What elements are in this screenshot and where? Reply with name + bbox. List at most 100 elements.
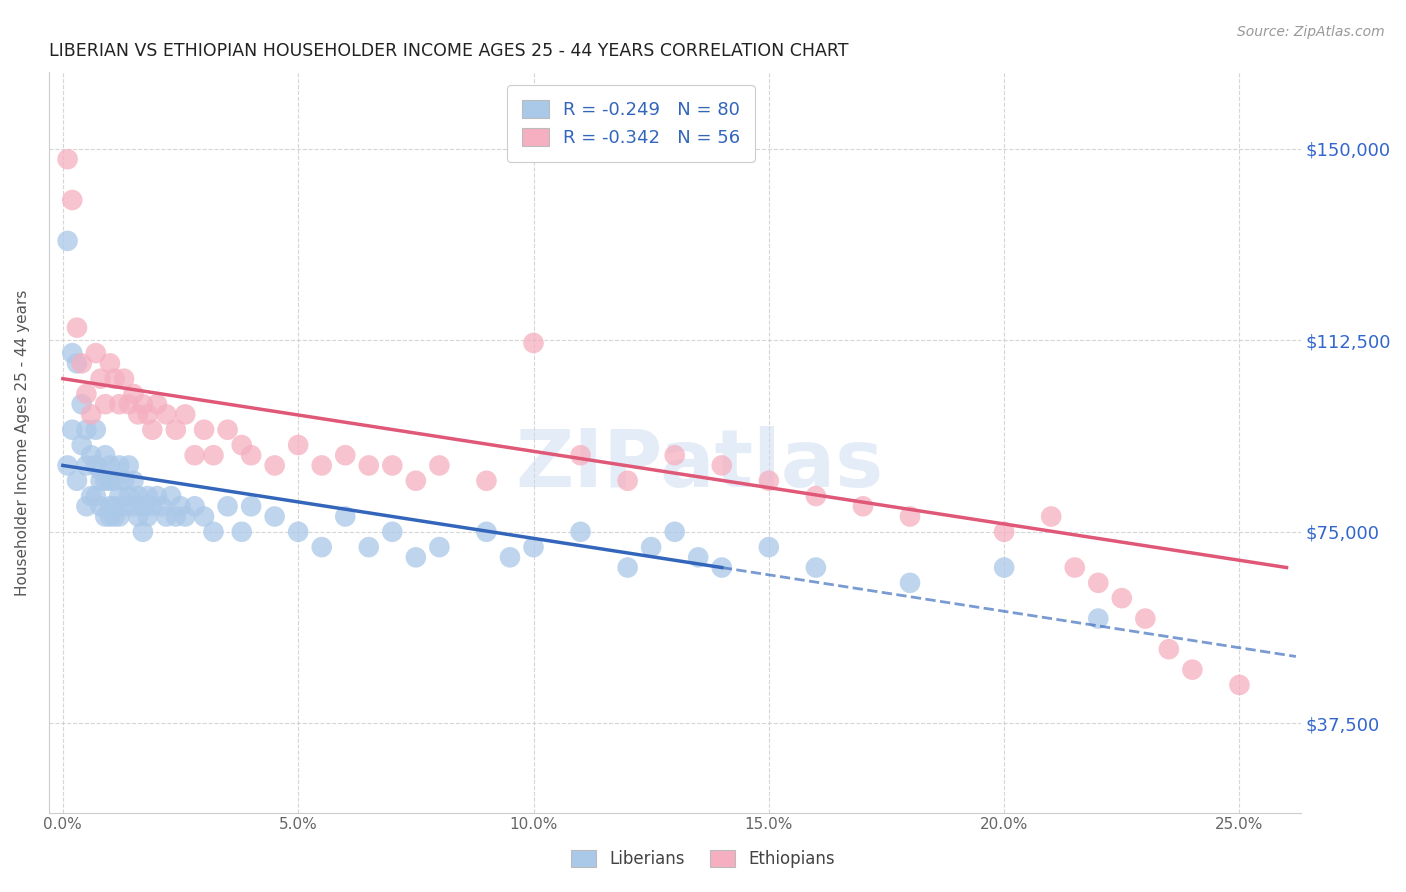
Point [75, 423, 97, 437]
Legend: Liberians, Ethiopians: Liberians, Ethiopians [564, 843, 842, 875]
Point [405, 474, 427, 488]
Point [183, 500, 205, 514]
Point [112, 500, 135, 514]
Point [475, 524, 498, 539]
Point [263, 509, 285, 524]
Point [75, 387, 97, 401]
Point [112, 474, 135, 488]
Point [94, 509, 117, 524]
Point [118, 397, 141, 411]
Point [193, 509, 215, 524]
Point [311, 540, 333, 554]
Point [1111, 591, 1133, 606]
Point [98, 500, 121, 514]
Point [1087, 611, 1109, 625]
Point [146, 397, 169, 411]
Point [758, 474, 780, 488]
Point [141, 423, 163, 437]
Point [217, 500, 239, 514]
Point [146, 489, 169, 503]
Point [664, 448, 686, 462]
Point [710, 560, 733, 574]
Point [193, 423, 215, 437]
Point [202, 524, 225, 539]
Point [804, 560, 827, 574]
Point [240, 448, 263, 462]
Point [94, 474, 117, 488]
Legend: R = -0.249   N = 80, R = -0.342   N = 56: R = -0.249 N = 80, R = -0.342 N = 56 [508, 85, 755, 161]
Point [155, 509, 177, 524]
Point [852, 500, 875, 514]
Point [1040, 509, 1063, 524]
Point [263, 458, 285, 473]
Y-axis label: Householder Income Ages 25 - 44 years: Householder Income Ages 25 - 44 years [15, 289, 30, 596]
Point [710, 458, 733, 473]
Point [758, 540, 780, 554]
Point [136, 408, 159, 422]
Point [1135, 611, 1157, 625]
Point [89, 500, 111, 514]
Point [240, 500, 263, 514]
Point [381, 524, 404, 539]
Point [84, 489, 107, 503]
Point [89, 474, 111, 488]
Point [94, 448, 117, 462]
Point [84, 423, 107, 437]
Point [104, 509, 127, 524]
Point [335, 448, 357, 462]
Point [132, 524, 155, 539]
Point [136, 489, 159, 503]
Point [122, 474, 145, 488]
Point [231, 524, 253, 539]
Point [165, 423, 187, 437]
Point [155, 408, 177, 422]
Point [104, 500, 127, 514]
Point [202, 448, 225, 462]
Point [183, 448, 205, 462]
Point [1087, 575, 1109, 590]
Point [98, 509, 121, 524]
Point [640, 540, 662, 554]
Point [56, 152, 79, 166]
Point [174, 408, 197, 422]
Point [127, 408, 149, 422]
Point [287, 438, 309, 452]
Point [522, 540, 544, 554]
Point [108, 397, 131, 411]
Point [108, 458, 131, 473]
Point [84, 458, 107, 473]
Point [108, 509, 131, 524]
Point [136, 509, 159, 524]
Point [231, 438, 253, 452]
Point [357, 540, 380, 554]
Point [80, 448, 103, 462]
Point [993, 560, 1015, 574]
Point [127, 489, 149, 503]
Point [98, 458, 121, 473]
Point [70, 356, 93, 370]
Point [89, 464, 111, 478]
Point [118, 458, 141, 473]
Point [56, 234, 79, 248]
Point [132, 500, 155, 514]
Point [165, 509, 187, 524]
Point [66, 474, 89, 488]
Point [357, 458, 380, 473]
Point [80, 489, 103, 503]
Point [98, 356, 121, 370]
Point [70, 397, 93, 411]
Point [150, 500, 173, 514]
Point [118, 489, 141, 503]
Point [993, 524, 1015, 539]
Point [616, 560, 638, 574]
Point [60, 423, 83, 437]
Point [688, 550, 710, 565]
Point [160, 489, 183, 503]
Point [66, 320, 89, 334]
Point [664, 524, 686, 539]
Point [104, 474, 127, 488]
Point [1063, 560, 1085, 574]
Point [475, 474, 498, 488]
Point [60, 193, 83, 207]
Point [499, 550, 522, 565]
